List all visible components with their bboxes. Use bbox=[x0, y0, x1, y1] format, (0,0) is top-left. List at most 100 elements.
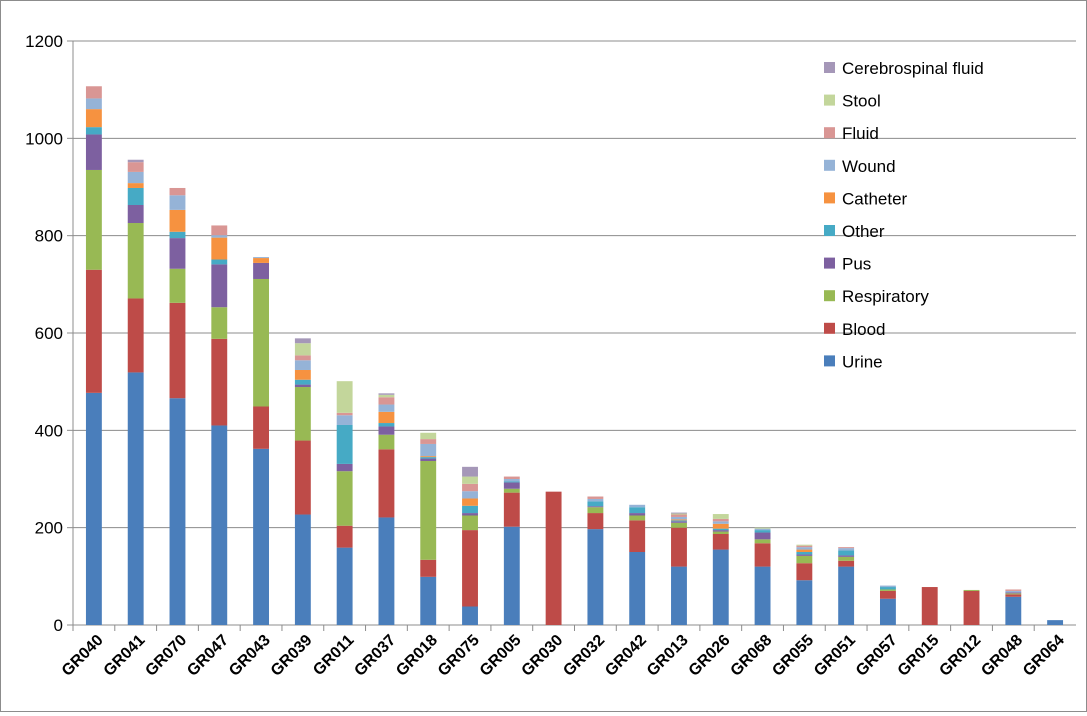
bar-segment bbox=[671, 512, 687, 514]
legend-swatch bbox=[824, 127, 835, 139]
bar-segment bbox=[211, 237, 228, 260]
axes bbox=[67, 40, 1076, 631]
bar-segment bbox=[879, 598, 896, 625]
legend-swatch bbox=[824, 322, 835, 334]
bar-segment bbox=[754, 543, 771, 567]
x-tick-label: GR039 bbox=[268, 632, 316, 680]
x-tick-label: GR042 bbox=[602, 632, 650, 680]
x-tick-label: GR032 bbox=[560, 632, 608, 680]
legend-swatch bbox=[824, 290, 835, 302]
x-tick-label: GR051 bbox=[811, 632, 859, 680]
bar-segment bbox=[712, 521, 729, 524]
bar-segment bbox=[294, 440, 311, 515]
bar-segment bbox=[169, 187, 186, 196]
bar-segment bbox=[336, 525, 353, 548]
bar-segment bbox=[754, 539, 771, 544]
bar-segment bbox=[838, 556, 855, 561]
bar-segment bbox=[85, 127, 102, 135]
bar-segment bbox=[503, 492, 520, 527]
bar-segment bbox=[127, 372, 144, 625]
bar-segment bbox=[378, 393, 395, 395]
bar-segment bbox=[211, 264, 228, 308]
bar-segment bbox=[294, 379, 311, 385]
x-tick-label: GR030 bbox=[519, 632, 567, 680]
bar-segment bbox=[503, 481, 520, 483]
y-tick-label: 400 bbox=[35, 421, 63, 440]
bar-segment bbox=[671, 513, 687, 515]
bar-segment bbox=[712, 530, 729, 532]
bar-segment bbox=[336, 412, 353, 416]
bar-segment bbox=[294, 360, 311, 370]
bar-segment bbox=[420, 456, 437, 458]
bar-segment bbox=[378, 517, 395, 625]
x-tick-label: GR048 bbox=[978, 632, 1026, 680]
x-tick-label: GR043 bbox=[226, 632, 274, 680]
y-tick-label: 0 bbox=[54, 616, 63, 635]
x-tick-label: GR012 bbox=[936, 632, 984, 680]
legend-label: Blood bbox=[842, 320, 885, 339]
bar-segment bbox=[294, 384, 311, 388]
bar-segment bbox=[503, 482, 520, 489]
bar-segment bbox=[253, 262, 270, 279]
bar-segment bbox=[211, 235, 228, 238]
bar-segment bbox=[629, 515, 646, 521]
bar-segment bbox=[336, 424, 353, 464]
bar-segment bbox=[253, 258, 270, 263]
bar-segment bbox=[796, 580, 813, 625]
bar-segment bbox=[712, 514, 729, 519]
bar-segment bbox=[420, 576, 437, 625]
bar-segment bbox=[503, 488, 520, 493]
legend-label: Pus bbox=[842, 255, 871, 274]
bar-segment bbox=[503, 476, 520, 479]
bar-segment bbox=[1047, 620, 1064, 625]
bar-segment bbox=[378, 411, 395, 424]
bar-segment bbox=[796, 549, 813, 552]
bar-segment bbox=[1005, 589, 1022, 591]
bar-segment bbox=[420, 443, 437, 457]
legend: Cerebrospinal fluid Stool Fluid Wound Cathet… bbox=[824, 59, 984, 371]
bar-segment bbox=[879, 590, 896, 599]
bar-segment bbox=[294, 387, 311, 441]
legend-swatch bbox=[824, 355, 835, 367]
bar-segment bbox=[127, 171, 144, 184]
bar-segment bbox=[169, 398, 186, 625]
x-tick-label: GR013 bbox=[644, 632, 692, 680]
bar-segment bbox=[838, 548, 855, 551]
bar-segment bbox=[879, 587, 896, 590]
bar-segment bbox=[85, 98, 102, 110]
bar-segment bbox=[1005, 594, 1022, 597]
bar-segment bbox=[587, 501, 604, 507]
bar-segment bbox=[629, 552, 646, 625]
x-tick-label: GR026 bbox=[686, 632, 734, 680]
bar-segment bbox=[294, 514, 311, 625]
bar-segment bbox=[420, 457, 437, 459]
legend-label: Cerebrospinal fluid bbox=[842, 59, 984, 78]
bar-segment bbox=[294, 343, 311, 356]
bar-segment bbox=[169, 195, 186, 210]
x-tick-label: GR041 bbox=[101, 632, 149, 680]
bar-segment bbox=[671, 522, 687, 528]
bar-segment bbox=[127, 187, 144, 206]
bar-segment bbox=[462, 466, 478, 477]
bar-segment bbox=[85, 134, 102, 170]
legend-swatch bbox=[824, 94, 835, 106]
x-tick-label: GR047 bbox=[184, 632, 232, 680]
bar-segment bbox=[712, 549, 729, 625]
bar-segment bbox=[462, 483, 478, 492]
legend-label: Fluid bbox=[842, 124, 879, 143]
bar-segment bbox=[420, 439, 437, 444]
bar-segment bbox=[712, 523, 729, 529]
legend-swatch bbox=[824, 159, 835, 171]
bar-segment bbox=[253, 406, 270, 449]
bar-segment bbox=[879, 589, 896, 591]
bar-segment bbox=[587, 498, 604, 502]
bar-segment bbox=[253, 448, 270, 625]
bar-segment bbox=[253, 278, 270, 407]
bar-segment bbox=[462, 491, 478, 499]
legend-swatch bbox=[824, 257, 835, 269]
legend-swatch bbox=[824, 62, 835, 73]
bar-segment bbox=[754, 530, 771, 533]
legend-label: Stool bbox=[842, 92, 881, 111]
bar-segment bbox=[754, 528, 771, 531]
